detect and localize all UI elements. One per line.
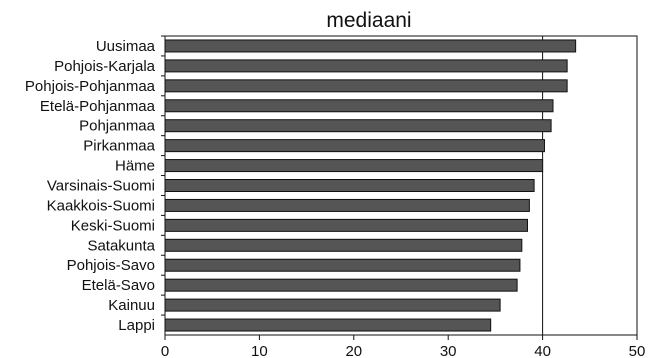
bar-pohjanmaa [164, 119, 552, 133]
category-label: Pohjois-Savo [67, 257, 155, 274]
chart-title: mediaani [326, 9, 411, 32]
category-label: Varsinais-Suomi [47, 178, 155, 195]
x-tick-label: 30 [440, 343, 457, 358]
x-tick-label: 20 [345, 343, 362, 358]
category-label: Kaakkois-Suomi [47, 197, 155, 214]
category-label: Pohjois-Pohjanmaa [25, 78, 156, 95]
bar-satakunta [164, 238, 523, 252]
bar-pirkanmaa [164, 139, 545, 153]
x-tick-label: 0 [161, 343, 169, 358]
category-label: Häme [115, 158, 155, 175]
category-label: Uusimaa [96, 38, 156, 55]
category-label: Lappi [118, 317, 155, 334]
category-label: Pirkanmaa [83, 138, 155, 155]
category-label: Etelä-Savo [82, 277, 155, 294]
plot-frame [164, 35, 638, 336]
category-label: Keski-Suomi [71, 217, 155, 234]
bar-kainuu [164, 298, 501, 312]
category-label: Pohjois-Karjala [54, 58, 156, 75]
bar-etelä-savo [164, 278, 518, 292]
category-label: Satakunta [87, 237, 155, 254]
bar-keski-suomi [164, 218, 528, 232]
bar-lappi [164, 318, 492, 332]
x-tick-label: 40 [534, 343, 551, 358]
bar-pohjois-savo [164, 258, 521, 272]
x-axis-ticks: 0 10 20 30 40 50 [161, 335, 646, 358]
bar-varsinais-suomi [164, 179, 535, 192]
x-tick-label: 50 [629, 343, 646, 358]
bar-häme [164, 159, 544, 173]
bar-kaakkois-suomi [164, 198, 530, 212]
bar-uusimaa [164, 39, 577, 53]
bar-etelä-pohjanmaa [164, 99, 554, 113]
bars-layer [161, 35, 577, 332]
category-label: Etelä-Pohjanmaa [40, 98, 156, 115]
bar-pohjois-pohjanmaa [164, 79, 568, 93]
category-label: Kainuu [108, 297, 155, 314]
category-labels: Uusimaa Pohjois-Karjala Pohjois-Pohjanmaa E… [25, 38, 156, 334]
category-label: Pohjanmaa [79, 118, 156, 135]
x-tick-label: 10 [251, 343, 268, 358]
bar-pohjois-karjala [164, 59, 568, 73]
